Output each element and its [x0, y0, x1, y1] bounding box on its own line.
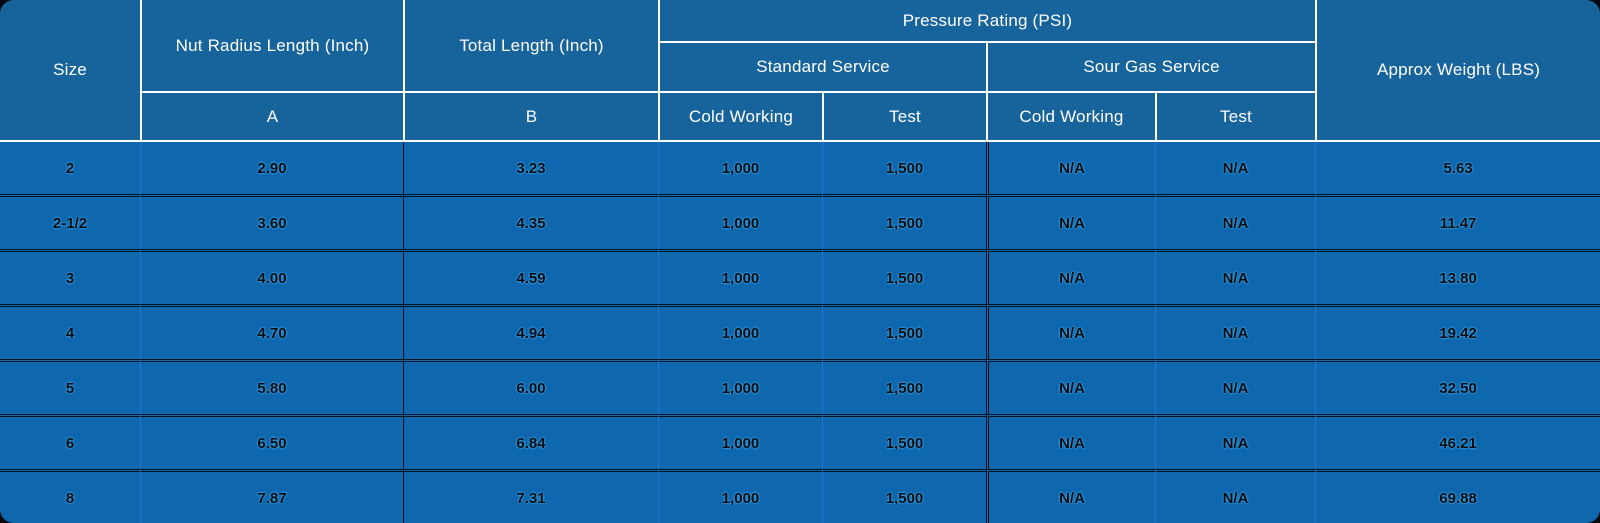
table-cell: N/A — [986, 414, 1155, 469]
table-cell: 1,000 — [658, 359, 822, 414]
table-cell: N/A — [986, 359, 1155, 414]
table-cell: 2-1/2 — [0, 194, 140, 249]
table-cell: N/A — [1155, 249, 1316, 304]
table-cell: 8 — [0, 469, 140, 523]
table-cell: N/A — [1155, 194, 1316, 249]
table-cell: 3 — [0, 249, 140, 304]
table-row: 8 7.87 7.31 1,000 1,500 N/A N/A 69.88 — [0, 469, 1600, 523]
table-cell: N/A — [986, 304, 1155, 359]
table-cell: N/A — [986, 249, 1155, 304]
table-cell: 2 — [0, 142, 140, 194]
header-row-2: Standard Service Sour Gas Service — [0, 43, 1600, 93]
table-cell: 4.70 — [140, 304, 403, 359]
col-header-a: A — [140, 93, 403, 142]
table-cell: 1,500 — [822, 469, 986, 523]
table-cell: 13.80 — [1315, 249, 1600, 304]
table-header: Size Nut Radius Length (Inch) Total Leng… — [0, 0, 1600, 142]
table-cell: 6 — [0, 414, 140, 469]
col-header-sour-cold-working: Cold Working — [986, 93, 1155, 142]
col-header-sour-gas-service: Sour Gas Service — [986, 43, 1316, 93]
table-cell: 19.42 — [1315, 304, 1600, 359]
table-cell: 7.87 — [140, 469, 403, 523]
table-cell: 6.50 — [140, 414, 403, 469]
table-cell: 3.60 — [140, 194, 403, 249]
table-cell: 1,000 — [658, 142, 822, 194]
col-header-standard-service: Standard Service — [658, 43, 986, 93]
table-cell: 3.23 — [403, 142, 658, 194]
col-header-std-test: Test — [822, 93, 986, 142]
table-cell: 32.50 — [1315, 359, 1600, 414]
col-header-sour-test: Test — [1155, 93, 1316, 142]
table-cell: 4.94 — [403, 304, 658, 359]
col-header-size: Size — [0, 0, 140, 142]
col-header-pressure-rating: Pressure Rating (PSI) — [658, 0, 1316, 43]
table-cell: 7.31 — [403, 469, 658, 523]
table-cell: 46.21 — [1315, 414, 1600, 469]
table-cell: 1,000 — [658, 304, 822, 359]
col-header-nut-radius-length: Nut Radius Length (Inch) — [140, 0, 403, 93]
col-header-total-length: Total Length (Inch) — [403, 0, 658, 93]
table-cell: 11.47 — [1315, 194, 1600, 249]
table-row: 3 4.00 4.59 1,000 1,500 N/A N/A 13.80 — [0, 249, 1600, 304]
table-cell: N/A — [1155, 359, 1316, 414]
table-cell: N/A — [986, 469, 1155, 523]
table-cell: N/A — [1155, 414, 1316, 469]
table-cell: 1,500 — [822, 194, 986, 249]
table-cell: 1,500 — [822, 359, 986, 414]
col-header-b: B — [403, 93, 658, 142]
table-row: 5 5.80 6.00 1,000 1,500 N/A N/A 32.50 — [0, 359, 1600, 414]
table-cell: N/A — [1155, 142, 1316, 194]
header-row-3: A B Cold Working Test Cold Working Test — [0, 93, 1600, 142]
header-row-1: Size Nut Radius Length (Inch) Total Leng… — [0, 0, 1600, 142]
table-body: 2 2.90 3.23 1,000 1,500 N/A N/A 5.63 2-1/2 3.60 4.… — [0, 142, 1600, 523]
table-cell: 69.88 — [1315, 469, 1600, 523]
table-cell: 6.00 — [403, 359, 658, 414]
table-cell: 6.84 — [403, 414, 658, 469]
table-cell: 4.35 — [403, 194, 658, 249]
table-cell: 4.00 — [140, 249, 403, 304]
table-row: 6 6.50 6.84 1,000 1,500 N/A N/A 46.21 — [0, 414, 1600, 469]
table-cell: 1,000 — [658, 414, 822, 469]
table-cell: 1,500 — [822, 414, 986, 469]
table-cell: 1,000 — [658, 469, 822, 523]
table-cell: 1,500 — [822, 142, 986, 194]
table-cell: 1,000 — [658, 194, 822, 249]
table-row: 2 2.90 3.23 1,000 1,500 N/A N/A 5.63 — [0, 142, 1600, 194]
table-cell: N/A — [986, 142, 1155, 194]
table-cell: 5.80 — [140, 359, 403, 414]
table-cell: 5.63 — [1315, 142, 1600, 194]
col-header-std-cold-working: Cold Working — [658, 93, 822, 142]
table-cell: N/A — [1155, 304, 1316, 359]
table-cell: N/A — [986, 194, 1155, 249]
table-cell: 4 — [0, 304, 140, 359]
table-cell: 1,500 — [822, 304, 986, 359]
table-cell: 4.59 — [403, 249, 658, 304]
col-header-approx-weight: Approx Weight (LBS) — [1315, 0, 1600, 142]
table-cell: 1,500 — [822, 249, 986, 304]
table-row: 4 4.70 4.94 1,000 1,500 N/A N/A 19.42 — [0, 304, 1600, 359]
table-row: 2-1/2 3.60 4.35 1,000 1,500 N/A N/A 11.47 — [0, 194, 1600, 249]
table-cell: 5 — [0, 359, 140, 414]
table-cell: N/A — [1155, 469, 1316, 523]
table-cell: 2.90 — [140, 142, 403, 194]
table-cell: 1,000 — [658, 249, 822, 304]
